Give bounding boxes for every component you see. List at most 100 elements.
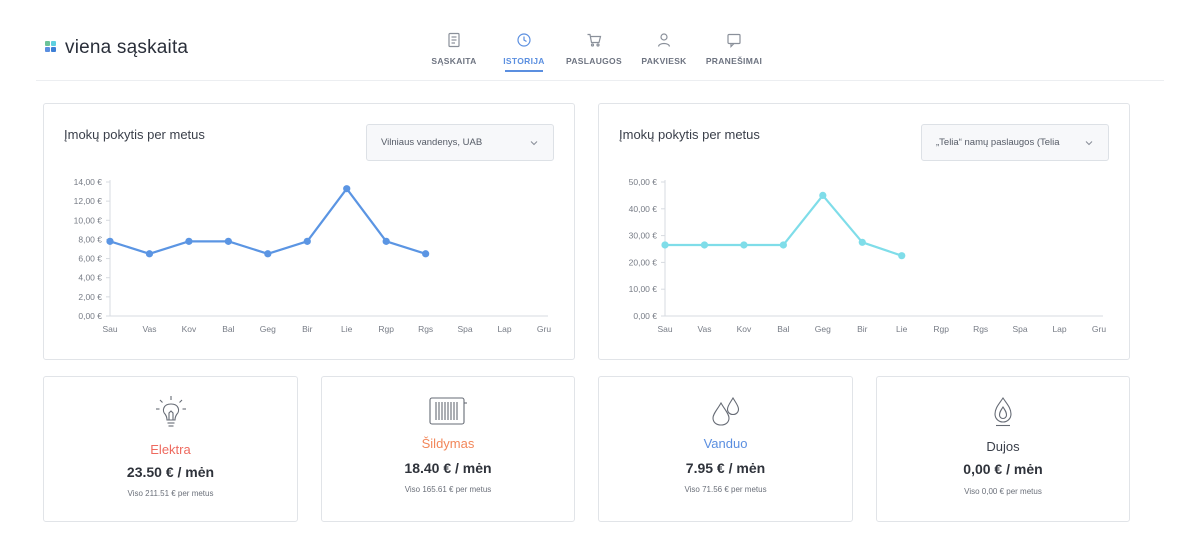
x-tick-label: Sau [102,324,117,334]
data-point [303,237,311,245]
utility-name: Elektra [150,442,191,457]
yearly-total: Viso 211.51 € per metus [127,489,214,498]
utility-name: Šildymas [421,436,475,451]
x-tick-label: Lap [497,324,511,334]
x-tick-label: Vas [142,324,156,334]
y-tick-label: 2,00 € [78,292,102,302]
data-point [264,250,272,258]
chart-title: Įmokų pokytis per metus [619,127,760,142]
top-header: viena sąskaita SĄSKAITA ISTORIJA PASLAUG… [0,0,1200,82]
chevron-down-icon [530,140,538,145]
active-underline [505,70,543,72]
utility-name: Vanduo [703,436,748,451]
data-point [819,191,827,199]
x-tick-label: Geg [260,324,276,334]
y-tick-label: 50,00 € [629,177,658,187]
chart-title: Įmokų pokytis per metus [64,127,205,142]
x-tick-label: Kov [737,324,752,334]
provider-select[interactable]: „Telia“ namų paslaugos (Telia [921,124,1109,161]
data-point [185,237,193,245]
stat-card-elektra[interactable]: Elektra 23.50 € / mėn Viso 211.51 € per … [43,376,298,522]
nav-item-saskaita[interactable]: SĄSKAITA [420,32,488,72]
stat-card-vanduo[interactable]: Vanduo 7.95 € / mėn Viso 71.56 € per met… [598,376,853,522]
data-point [382,237,390,245]
nav-item-istorija[interactable]: ISTORIJA [490,32,558,72]
x-tick-label: Lie [896,324,908,334]
monthly-value: 18.40 € / mėn [404,460,492,476]
nav-label: SĄSKAITA [431,56,477,66]
radiator-icon [429,397,467,425]
y-tick-label: 0,00 € [78,311,102,321]
x-tick-label: Geg [815,324,831,334]
y-tick-label: 12,00 € [74,196,103,206]
monthly-value: 0,00 € / mėn [963,461,1043,477]
nav-item-pakviesk[interactable]: PAKVIESK [630,32,698,72]
data-point [145,250,154,258]
nav-label: PAKVIESK [641,56,687,66]
data-point [779,241,787,249]
yearly-total: Viso 0,00 € per metus [964,487,1042,496]
monthly-value: 23.50 € / mėn [126,464,215,480]
x-tick-label: Gru [537,324,551,334]
y-tick-label: 4,00 € [78,273,102,283]
y-tick-label: 8,00 € [78,234,102,244]
nav-label: PASLAUGOS [566,56,622,66]
provider-select-value: Vilniaus vandenys, UAB [381,137,483,148]
data-point [858,238,866,246]
series-line [109,187,426,255]
chevron-down-icon [1085,140,1093,145]
y-tick-label: 10,00 € [74,215,103,225]
line-chart: 0,00 € 2,00 € 4,00 € 6,00 € 8,00 € 10,00 € 12,… [74,177,552,334]
gas-flame-icon [994,397,1012,427]
data-point [224,237,232,245]
nav-item-paslaugos[interactable]: PASLAUGOS [560,32,628,72]
x-tick-label: Lap [1052,324,1066,334]
stat-card-dujos[interactable]: Dujos 0,00 € / mėn Viso 0,00 € per metus [876,376,1130,522]
nav-label: PRANEŠIMAI [705,56,763,66]
monthly-value: 7.95 € / mėn [685,460,766,476]
y-tick-label: 0,00 € [633,311,657,321]
data-point [343,185,351,193]
nav-item-pranesimai[interactable]: PRANEŠIMAI [700,32,768,72]
provider-select[interactable]: Vilniaus vandenys, UAB [366,124,554,161]
header-divider [36,80,1164,81]
y-tick-label: 30,00 € [629,231,658,241]
x-tick-label: Vas [697,324,711,334]
x-tick-label: Rgs [418,324,433,334]
x-tick-label: Gru [1092,324,1106,334]
clock-icon [517,33,531,47]
logo-mark-icon [45,41,59,55]
data-point [422,250,430,258]
x-tick-label: Bal [777,324,789,334]
data-point [898,252,906,260]
x-tick-label: Bir [857,324,868,334]
data-point [106,237,114,245]
y-tick-label: 40,00 € [629,204,658,214]
data-point [661,241,669,249]
y-tick-label: 10,00 € [629,284,658,294]
x-tick-label: Rgp [933,324,949,334]
x-tick-label: Bal [222,324,234,334]
logo[interactable]: viena sąskaita [45,37,188,59]
x-tick-label: Bir [302,324,313,334]
x-tick-label: Spa [458,324,473,334]
x-tick-label: Sau [657,324,672,334]
chart-card-right: Įmokų pokytis per metus „Telia“ namų pas… [598,103,1130,360]
document-icon [448,32,460,48]
user-icon [657,33,671,47]
line-chart: 0,00 € 10,00 € 20,00 € 30,00 € 40,00 € 50,00 … [629,177,1107,334]
cart-icon [587,33,602,47]
water-drops-icon [711,396,739,426]
x-tick-label: Rgs [973,324,988,334]
provider-select-value: „Telia“ namų paslaugos (Telia [936,137,1060,148]
yearly-total: Viso 165.61 € per metus [404,485,492,494]
utility-name: Dujos [986,439,1020,454]
message-icon [727,33,741,48]
nav-label: ISTORIJA [503,56,545,66]
y-tick-label: 6,00 € [78,254,102,264]
x-tick-label: Lie [341,324,353,334]
logo-text: viena sąskaita [65,37,189,58]
stat-card-sildymas[interactable]: Šildymas 18.40 € / mėn Viso 165.61 € per… [321,376,575,522]
data-point [700,241,709,249]
yearly-total: Viso 71.56 € per metus [684,485,767,494]
